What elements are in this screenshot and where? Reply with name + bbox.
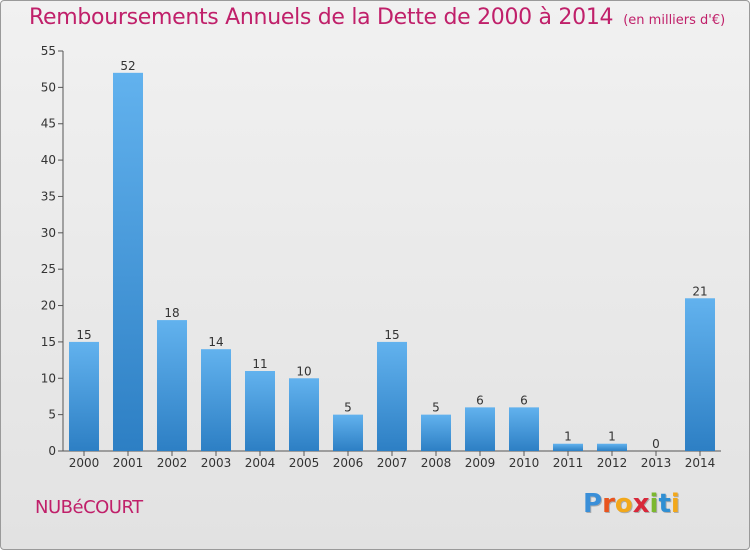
data-label: 10 [296, 364, 311, 378]
x-tick-label: 2004 [245, 456, 276, 470]
logo-letter: i [649, 489, 659, 519]
x-tick-label: 2002 [157, 456, 188, 470]
x-tick-label: 2000 [69, 456, 100, 470]
data-label: 1 [608, 430, 616, 444]
chart-title: Remboursements Annuels de la Dette de 20… [29, 5, 614, 30]
y-tick-label: 10 [41, 371, 56, 385]
commune-name: NUBéCOURT [35, 497, 143, 518]
bar [465, 407, 495, 451]
y-tick-label: 5 [48, 408, 56, 422]
y-tick-label: 15 [41, 335, 56, 349]
x-tick-label: 2001 [113, 456, 144, 470]
bar [509, 407, 539, 451]
data-label: 15 [76, 328, 91, 342]
data-label: 0 [652, 437, 660, 451]
bar [597, 443, 627, 451]
x-tick-label: 2012 [597, 456, 628, 470]
chart-subtitle: (en milliers d'€) [623, 13, 726, 28]
data-label: 6 [520, 393, 528, 407]
logo-letter: i [670, 489, 680, 519]
x-tick-label: 2011 [553, 456, 584, 470]
logo-letter: r [602, 489, 615, 519]
bar [685, 298, 715, 451]
title-row: Remboursements Annuels de la Dette de 20… [29, 5, 725, 30]
x-tick-label: 2007 [377, 456, 408, 470]
bar [377, 341, 407, 451]
x-tick-label: 2005 [289, 456, 320, 470]
logo-letter: o [614, 489, 633, 519]
proxiti-logo[interactable]: Proxiti [583, 489, 680, 519]
y-tick-label: 50 [41, 80, 56, 94]
x-tick-label: 2008 [421, 456, 452, 470]
data-label: 5 [432, 401, 440, 415]
data-label: 11 [252, 357, 267, 371]
data-label: 15 [384, 328, 399, 342]
data-label: 21 [692, 284, 707, 298]
y-tick-label: 0 [48, 444, 56, 458]
y-tick-label: 35 [41, 189, 56, 203]
y-tick-label: 55 [41, 44, 56, 58]
data-label: 1 [564, 430, 572, 444]
bar [201, 349, 231, 451]
bar [69, 341, 99, 451]
y-tick-label: 30 [41, 226, 56, 240]
data-label: 5 [344, 401, 352, 415]
bar [113, 72, 143, 452]
bar [289, 378, 319, 451]
bar [245, 371, 275, 451]
x-tick-label: 2014 [685, 456, 716, 470]
data-label: 14 [208, 335, 223, 349]
bar [421, 414, 451, 451]
x-tick-label: 2010 [509, 456, 540, 470]
bar [157, 320, 187, 451]
logo-letter: t [658, 489, 671, 519]
data-label: 18 [164, 306, 179, 320]
logo-letter: P [583, 489, 603, 519]
logo-letter: x [632, 489, 650, 519]
data-label: 6 [476, 393, 484, 407]
x-tick-label: 2013 [641, 456, 672, 470]
data-label: 52 [120, 59, 135, 73]
x-tick-label: 2006 [333, 456, 364, 470]
bar [553, 443, 583, 451]
y-tick-label: 45 [41, 117, 56, 131]
y-tick-label: 40 [41, 153, 56, 167]
bar [333, 414, 363, 451]
y-tick-label: 25 [41, 262, 56, 276]
x-tick-label: 2003 [201, 456, 232, 470]
y-tick-label: 20 [41, 299, 56, 313]
x-tick-label: 2009 [465, 456, 496, 470]
